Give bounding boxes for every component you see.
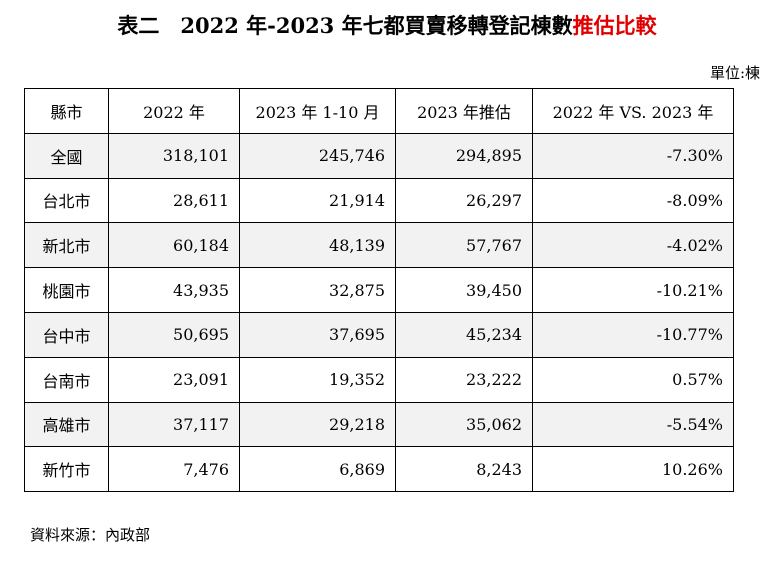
title-highlight: 推估比較 xyxy=(572,13,657,38)
header-cell: 縣市 xyxy=(24,88,109,134)
value-cell: 26,297 xyxy=(395,177,533,224)
table-row: 新北市 60,184 48,139 57,767 -4.02% xyxy=(24,222,734,269)
table-row: 台南市 23,091 19,352 23,222 0.57% xyxy=(24,356,734,403)
table-row: 桃園市 43,935 32,875 39,450 -10.21% xyxy=(24,267,734,313)
value-cell: 8,243 xyxy=(395,446,533,493)
header-row: 縣市 2022 年 2023 年 1-10 月 2023 年推估 2022 年 VS. … xyxy=(24,88,734,134)
table-row: 新竹市 7,476 6,869 8,243 10.26% xyxy=(24,446,734,493)
region-cell: 台中市 xyxy=(24,311,109,358)
header-cell: 2022 年 VS. 2023 年 xyxy=(532,88,734,134)
table-row: 台北市 28,611 21,914 26,297 -8.09% xyxy=(24,177,734,224)
value-cell: 29,218 xyxy=(239,401,396,448)
value-cell: 32,875 xyxy=(239,267,396,313)
value-cell: 21,914 xyxy=(239,177,396,224)
value-cell: 35,062 xyxy=(395,401,533,448)
value-cell: 43,935 xyxy=(108,267,240,313)
table-row: 台中市 50,695 37,695 45,234 -10.77% xyxy=(24,311,734,358)
value-cell: -4.02% xyxy=(532,222,734,269)
value-cell: 48,139 xyxy=(239,222,396,269)
value-cell: 45,234 xyxy=(395,311,533,358)
value-cell: 0.57% xyxy=(532,356,734,403)
data-table: 縣市 2022 年 2023 年 1-10 月 2023 年推估 2022 年 VS. … xyxy=(24,88,734,493)
value-cell: -7.30% xyxy=(532,132,734,179)
value-cell: -10.77% xyxy=(532,311,734,358)
header-cell: 2023 年推估 xyxy=(395,88,533,134)
source: 資料來源：內政部 xyxy=(30,526,151,544)
value-cell: -5.54% xyxy=(532,401,734,448)
region-cell: 台南市 xyxy=(24,356,109,403)
value-cell: -8.09% xyxy=(532,177,734,224)
value-cell: 23,222 xyxy=(395,356,533,403)
value-cell: 23,091 xyxy=(108,356,240,403)
value-cell: 57,767 xyxy=(395,222,533,269)
region-cell: 全國 xyxy=(24,132,109,179)
table-row: 全國 318,101 245,746 294,895 -7.30% xyxy=(24,132,734,179)
value-cell: 318,101 xyxy=(108,132,240,179)
value-cell: 294,895 xyxy=(395,132,533,179)
value-cell: 6,869 xyxy=(239,446,396,493)
value-cell: 50,695 xyxy=(108,311,240,358)
value-cell: 19,352 xyxy=(239,356,396,403)
region-cell: 台北市 xyxy=(24,177,109,224)
table-row: 高雄市 37,117 29,218 35,062 -5.54% xyxy=(24,401,734,448)
region-cell: 高雄市 xyxy=(24,401,109,448)
header-cell: 2022 年 xyxy=(108,88,240,134)
region-cell: 新北市 xyxy=(24,222,109,269)
region-cell: 桃園市 xyxy=(24,267,109,313)
unit: 單位:棟 xyxy=(709,64,760,82)
region-cell: 新竹市 xyxy=(24,446,109,493)
value-cell: 7,476 xyxy=(108,446,240,493)
value-cell: 10.26% xyxy=(532,446,734,493)
value-cell: 28,611 xyxy=(108,177,240,224)
value-cell: -10.21% xyxy=(532,267,734,313)
value-cell: 37,117 xyxy=(108,401,240,448)
value-cell: 245,746 xyxy=(239,132,396,179)
header-cell: 2023 年 1-10 月 xyxy=(239,88,396,134)
value-cell: 39,450 xyxy=(395,267,533,313)
value-cell: 37,695 xyxy=(239,311,396,358)
title: 表二 2022 年-2023 年七都買賣移轉登記棟數推估比較 xyxy=(0,10,774,40)
value-cell: 60,184 xyxy=(108,222,240,269)
title-text: 表二 2022 年-2023 年七都買賣移轉登記棟數 xyxy=(117,13,573,38)
